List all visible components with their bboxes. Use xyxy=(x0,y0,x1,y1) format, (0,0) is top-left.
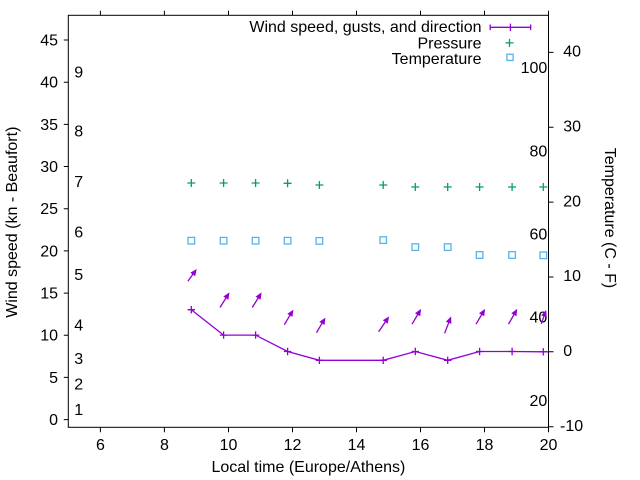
svg-text:30: 30 xyxy=(40,159,58,176)
svg-text:8: 8 xyxy=(74,123,83,140)
svg-text:10: 10 xyxy=(40,328,58,345)
svg-text:16: 16 xyxy=(412,437,430,454)
svg-text:80: 80 xyxy=(530,143,548,160)
svg-text:30: 30 xyxy=(563,119,581,136)
svg-text:6: 6 xyxy=(74,225,83,242)
svg-text:25: 25 xyxy=(40,201,58,218)
svg-text:20: 20 xyxy=(540,437,558,454)
svg-text:6: 6 xyxy=(96,437,105,454)
svg-text:Wind speed, gusts, and directi: Wind speed, gusts, and direction xyxy=(249,19,481,36)
svg-text:15: 15 xyxy=(40,286,58,303)
svg-text:Wind speed (kn - Beaufort): Wind speed (kn - Beaufort) xyxy=(4,127,21,318)
svg-text:12: 12 xyxy=(284,437,302,454)
svg-text:3: 3 xyxy=(74,351,83,368)
svg-text:35: 35 xyxy=(40,117,58,134)
svg-text:1: 1 xyxy=(74,402,83,419)
svg-text:0: 0 xyxy=(563,343,572,360)
svg-text:40: 40 xyxy=(40,75,58,92)
svg-text:Local time (Europe/Athens): Local time (Europe/Athens) xyxy=(211,459,405,476)
svg-text:10: 10 xyxy=(563,268,581,285)
svg-text:5: 5 xyxy=(49,370,58,387)
svg-text:45: 45 xyxy=(40,32,58,49)
svg-text:0: 0 xyxy=(49,412,58,429)
svg-text:20: 20 xyxy=(563,193,581,210)
svg-text:18: 18 xyxy=(476,437,494,454)
svg-text:-10: -10 xyxy=(560,418,583,435)
svg-text:10: 10 xyxy=(220,437,238,454)
svg-text:Temperature (C - F): Temperature (C - F) xyxy=(601,148,618,288)
svg-text:2: 2 xyxy=(74,377,83,394)
svg-text:40: 40 xyxy=(563,44,581,61)
svg-text:4: 4 xyxy=(74,318,83,335)
svg-text:14: 14 xyxy=(348,437,366,454)
svg-text:7: 7 xyxy=(74,174,83,191)
svg-text:20: 20 xyxy=(40,243,58,260)
svg-text:Temperature: Temperature xyxy=(392,51,482,68)
svg-text:8: 8 xyxy=(160,437,169,454)
svg-text:9: 9 xyxy=(74,64,83,81)
svg-text:Pressure: Pressure xyxy=(417,35,481,52)
svg-text:60: 60 xyxy=(530,227,548,244)
svg-text:5: 5 xyxy=(74,267,83,284)
svg-text:20: 20 xyxy=(530,393,548,410)
svg-text:100: 100 xyxy=(521,60,548,77)
